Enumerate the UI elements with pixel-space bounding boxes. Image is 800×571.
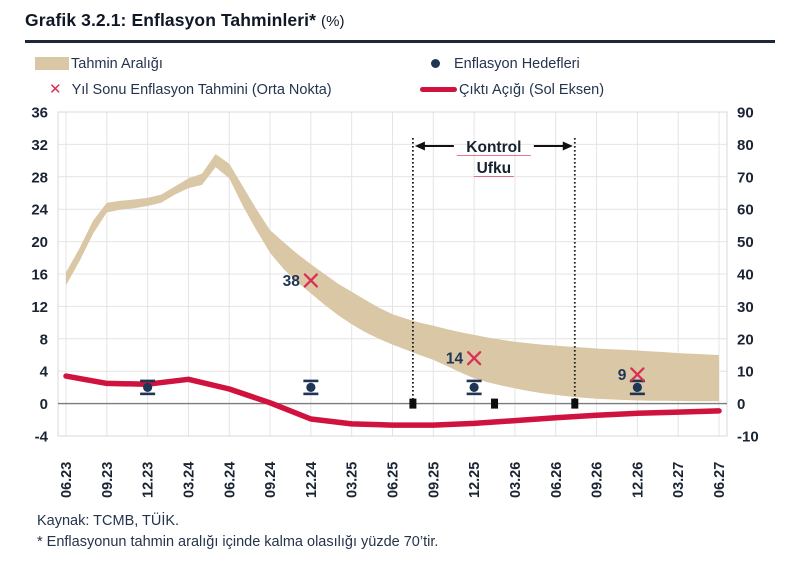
band-swatch-icon bbox=[35, 57, 69, 70]
inflation-forecast-chart: KontrolUfku3814936322824201612840-490807… bbox=[31, 104, 759, 498]
svg-text:12.26: 12.26 bbox=[630, 461, 646, 497]
svg-text:-10: -10 bbox=[737, 428, 759, 445]
control-horizon-zero-marker bbox=[409, 398, 417, 409]
forecast-value-label: 38 bbox=[283, 272, 301, 289]
line-marker-icon bbox=[420, 87, 457, 92]
legend-item-forecast-band: Tahmin Aralığı bbox=[35, 56, 420, 72]
svg-text:10: 10 bbox=[737, 363, 754, 380]
title-divider bbox=[25, 40, 775, 43]
svg-text:-4: -4 bbox=[35, 428, 49, 445]
page-title: Grafik 3.2.1: Enflasyon Tahminleri* (%) bbox=[25, 10, 775, 31]
legend-label: Çıktı Açığı (Sol Eksen) bbox=[459, 81, 605, 98]
inflation-targets bbox=[140, 379, 645, 395]
svg-text:09.23: 09.23 bbox=[100, 461, 116, 497]
svg-text:12.24: 12.24 bbox=[304, 461, 320, 497]
x-marker-icon bbox=[49, 82, 62, 98]
legend-item-yearend-forecast: Yıl Sonu Enflasyon Tahmini (Orta Nokta) bbox=[35, 82, 420, 98]
svg-text:06.27: 06.27 bbox=[712, 461, 728, 497]
control-horizon-label: Kontrol bbox=[466, 139, 521, 156]
svg-text:4: 4 bbox=[40, 363, 49, 380]
svg-text:12.25: 12.25 bbox=[467, 461, 483, 497]
legend-label: Enflasyon Hedefleri bbox=[454, 55, 580, 72]
svg-text:0: 0 bbox=[40, 396, 48, 413]
x-marker-icon bbox=[630, 366, 645, 382]
plot-border bbox=[57, 111, 728, 436]
legend-item-inflation-targets: Enflasyon Hedefleri bbox=[420, 56, 775, 72]
svg-text:06.24: 06.24 bbox=[222, 461, 238, 497]
svg-text:30: 30 bbox=[737, 298, 754, 315]
right-axis-labels: 90 80 70 60 50 40 30 20 10 0 -10 bbox=[737, 104, 759, 445]
source-line: Kaynak: TCMB, TÜİK. bbox=[37, 512, 180, 529]
chart-area: Kontrol Ufku 38 14 9 36 32 28 24 20 16 12 8 4 0 -4 90 80 7… bbox=[25, 102, 775, 510]
svg-text:8: 8 bbox=[40, 331, 48, 348]
chart-legend: Tahmin Aralığı Enflasyon Hedefleri Yıl S… bbox=[25, 56, 775, 98]
svg-text:24: 24 bbox=[31, 201, 48, 218]
x-axis-labels: 06.23 09.23 12.23 03.24 06.24 09.24 12.24 03.25… bbox=[59, 461, 728, 497]
svg-text:20: 20 bbox=[31, 234, 48, 251]
svg-text:06.23: 06.23 bbox=[59, 461, 75, 497]
x-marker-icon bbox=[466, 350, 482, 365]
svg-text:80: 80 bbox=[737, 136, 754, 153]
svg-text:20: 20 bbox=[737, 331, 754, 348]
output-gap-line bbox=[63, 372, 722, 428]
svg-text:12.23: 12.23 bbox=[141, 461, 157, 497]
chart-footer: Kaynak: TCMB, TÜİK. * Enflasyonun tahmin… bbox=[25, 511, 775, 555]
svg-text:03.27: 03.27 bbox=[671, 461, 687, 497]
svg-text:06.25: 06.25 bbox=[386, 461, 402, 497]
left-axis-labels: 36 32 28 24 20 16 12 8 4 0 -4 bbox=[31, 104, 48, 445]
svg-text:50: 50 bbox=[737, 234, 754, 251]
yearend-forecast-markers: 38 14 9 bbox=[283, 272, 645, 383]
chart-title-text: Grafik 3.2.1: Enflasyon Tahminleri* bbox=[25, 10, 317, 30]
report-page: Grafik 3.2.1: Enflasyon Tahminleri* (%) … bbox=[0, 0, 800, 554]
svg-text:12: 12 bbox=[31, 298, 48, 315]
svg-text:06.26: 06.26 bbox=[549, 461, 565, 497]
svg-text:40: 40 bbox=[737, 266, 754, 283]
svg-text:70: 70 bbox=[737, 169, 754, 186]
svg-text:36: 36 bbox=[31, 104, 48, 121]
svg-text:09.26: 09.26 bbox=[590, 461, 606, 497]
svg-text:0: 0 bbox=[737, 396, 745, 413]
svg-text:03.24: 03.24 bbox=[181, 461, 197, 497]
forecast-value-label: 14 bbox=[446, 350, 464, 367]
svg-text:28: 28 bbox=[31, 169, 48, 186]
svg-text:60: 60 bbox=[737, 201, 754, 218]
svg-text:03.25: 03.25 bbox=[345, 461, 361, 497]
legend-label: Tahmin Aralığı bbox=[71, 55, 163, 72]
forecast-band bbox=[66, 153, 719, 401]
control-horizon-label: Ufku bbox=[477, 160, 511, 177]
control-horizon-zero-marker bbox=[571, 398, 579, 409]
svg-text:90: 90 bbox=[737, 104, 754, 121]
legend-item-output-gap: Çıktı Açığı (Sol Eksen) bbox=[420, 82, 775, 98]
svg-text:09.24: 09.24 bbox=[263, 461, 279, 497]
control-horizon: Kontrol Ufku bbox=[409, 137, 579, 409]
svg-text:09.25: 09.25 bbox=[426, 461, 442, 497]
x-marker-icon bbox=[303, 272, 319, 288]
svg-text:16: 16 bbox=[31, 266, 48, 283]
svg-text:32: 32 bbox=[31, 136, 48, 153]
chart-title-unit: (%) bbox=[321, 13, 345, 30]
dot-marker-icon bbox=[431, 59, 440, 68]
forecast-value-label: 9 bbox=[618, 366, 627, 383]
control-horizon-zero-marker bbox=[491, 398, 499, 409]
legend-label: Yıl Sonu Enflasyon Tahmini (Orta Nokta) bbox=[71, 81, 332, 98]
svg-text:03.26: 03.26 bbox=[508, 461, 524, 497]
footnote-line: * Enflasyonun tahmin aralığı içinde kalm… bbox=[37, 534, 439, 551]
